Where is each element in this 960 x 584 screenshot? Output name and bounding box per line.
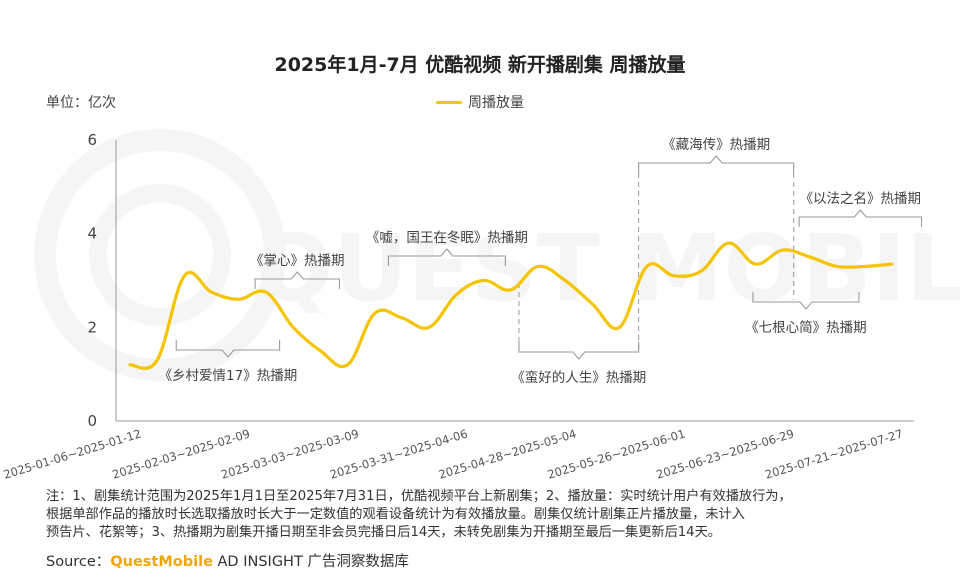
chart-title: 2025年1月-7月 优酷视频 新开播剧集 周播放量 bbox=[274, 54, 686, 76]
annotation-bracket: 《七根心简》热播期 bbox=[745, 292, 867, 336]
annotation-bracket: 《乡村爱情17》热播期 bbox=[159, 340, 298, 384]
series-group bbox=[128, 241, 894, 371]
bracket-line bbox=[752, 292, 860, 310]
legend-label: 周播放量 bbox=[468, 95, 524, 111]
y-ticks: 0 2 4 6 bbox=[87, 131, 97, 430]
unit-label: 单位：亿次 bbox=[46, 95, 116, 111]
annotation-bracket: 《掌心》热播期 bbox=[250, 253, 345, 289]
y-tick-label: 4 bbox=[87, 225, 97, 243]
bracket-line bbox=[387, 248, 506, 266]
annotation-bracket: 《以法之名》热播期 bbox=[798, 191, 923, 227]
bracket-line bbox=[638, 155, 795, 173]
y-tick-label: 2 bbox=[87, 318, 97, 336]
source-brand: QuestMobile bbox=[110, 554, 213, 570]
bracket-line bbox=[254, 271, 340, 289]
note-line: 预告片、花絮等；3、热播期为剧集开播日期至非会员完播日后14天，未转免剧集为开播… bbox=[46, 525, 721, 540]
series-line bbox=[128, 241, 894, 371]
y-tick-label: 0 bbox=[87, 412, 97, 430]
note-line: 注：1、剧集统计范围为2025年1月1日至2025年7月31日，优酷视频平台上新… bbox=[46, 489, 792, 504]
watermark: QUEST MOBILE bbox=[34, 129, 960, 381]
annotation-label: 《以法之名》热播期 bbox=[800, 191, 922, 207]
bracket-line bbox=[798, 209, 923, 227]
annotation-label: 《七根心简》热播期 bbox=[745, 319, 867, 336]
source: Source：QuestMobile AD INSIGHT 广告洞察数据库 bbox=[46, 550, 409, 571]
annotation-label: 《蛮好的人生》热播期 bbox=[511, 369, 646, 386]
annotation-label: 《掌心》热播期 bbox=[250, 253, 345, 269]
annotation-label: 《藏海传》热播期 bbox=[662, 137, 770, 153]
notes: 注：1、剧集统计范围为2025年1月1日至2025年7月31日，优酷视频平台上新… bbox=[46, 488, 926, 542]
axes bbox=[115, 140, 914, 422]
annotation-bracket: 《蛮好的人生》热播期 bbox=[511, 280, 646, 386]
source-suffix: AD INSIGHT 广告洞察数据库 bbox=[212, 554, 409, 570]
bracket-line bbox=[175, 340, 281, 358]
annotation-bracket: 《嘘，国王在冬眠》热播期 bbox=[366, 230, 528, 266]
x-ticks: 2025-01-06~2025-01-122025-02-03~2025-02-… bbox=[2, 426, 905, 481]
legend-swatch bbox=[436, 100, 462, 104]
annotation-label: 《乡村爱情17》热播期 bbox=[159, 368, 298, 384]
note-line: 根据单部作品的播放时长选取播放时长大于一定数值的观看设备统计为有效播放量。剧集仅… bbox=[46, 507, 745, 522]
y-tick-label: 6 bbox=[87, 131, 97, 149]
bracket-line bbox=[518, 342, 640, 360]
annotation-label: 《嘘，国王在冬眠》热播期 bbox=[366, 230, 528, 246]
annotations: 《乡村爱情17》热播期 《掌心》热播期 《嘘，国王在冬眠》热播期《蛮好的人生》热播期… bbox=[159, 137, 923, 386]
legend: 周播放量 bbox=[436, 92, 524, 112]
source-prefix: Source： bbox=[46, 554, 111, 570]
annotation-bracket: 《藏海传》热播期 bbox=[638, 137, 795, 352]
